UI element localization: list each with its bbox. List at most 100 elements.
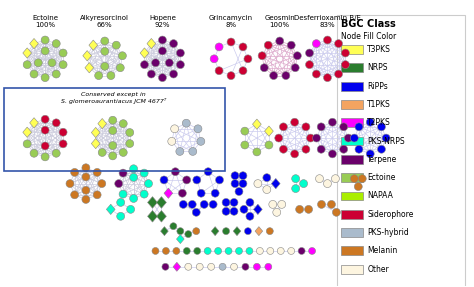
Circle shape [197,189,205,197]
Circle shape [312,40,320,48]
Circle shape [185,263,192,270]
Circle shape [129,195,137,202]
Text: PKS-NRPS: PKS-NRPS [367,137,405,146]
Circle shape [41,126,49,134]
Circle shape [183,247,190,254]
Circle shape [119,148,127,156]
Circle shape [239,180,247,188]
Circle shape [265,141,273,149]
Circle shape [254,180,262,188]
Circle shape [267,247,274,254]
Polygon shape [211,227,219,236]
Circle shape [204,247,211,254]
Circle shape [170,70,178,78]
Circle shape [219,263,226,270]
Circle shape [41,74,49,82]
Circle shape [168,137,176,145]
Circle shape [366,118,374,126]
Circle shape [277,247,284,254]
Circle shape [246,212,254,220]
Text: Grincamycin
8%: Grincamycin 8% [209,15,253,28]
Polygon shape [91,127,100,138]
Circle shape [140,190,148,198]
Circle shape [227,38,235,46]
Circle shape [245,228,251,234]
Polygon shape [23,127,32,137]
Circle shape [335,70,343,78]
Circle shape [317,145,325,153]
Circle shape [152,247,159,254]
Circle shape [171,125,179,133]
Circle shape [227,72,235,79]
Circle shape [116,64,124,72]
Bar [341,45,363,54]
Circle shape [112,41,120,49]
Circle shape [239,67,247,75]
Circle shape [230,263,237,270]
Circle shape [126,129,134,137]
Circle shape [196,263,203,270]
Circle shape [306,61,313,69]
Text: Conserved except in
S. glomeroaurantiacus JCM 4677ᵀ: Conserved except in S. glomeroaurantiacu… [61,92,166,104]
Circle shape [278,200,286,208]
Circle shape [366,150,374,158]
Circle shape [109,116,117,124]
Circle shape [170,223,177,230]
Circle shape [242,263,249,270]
Circle shape [264,41,272,49]
Circle shape [194,247,201,254]
Circle shape [341,49,349,57]
Circle shape [71,191,79,199]
Circle shape [59,140,67,148]
Circle shape [280,123,287,131]
Circle shape [244,55,252,63]
Circle shape [323,180,331,188]
Circle shape [269,200,277,208]
Circle shape [192,208,200,216]
Circle shape [309,247,316,254]
Circle shape [210,55,218,63]
Polygon shape [164,188,173,198]
Bar [341,137,363,146]
Bar [341,100,363,109]
Circle shape [93,191,101,199]
Circle shape [163,247,169,254]
Circle shape [358,175,366,183]
Polygon shape [23,48,32,58]
Circle shape [340,145,347,153]
Polygon shape [147,210,157,222]
Circle shape [41,153,49,161]
Circle shape [52,119,60,127]
Circle shape [152,59,160,67]
Circle shape [280,145,287,153]
Bar [341,155,363,164]
Circle shape [129,173,137,181]
Text: Geosmin
100%: Geosmin 100% [264,15,295,28]
Circle shape [204,168,212,176]
Circle shape [225,247,232,254]
Circle shape [66,180,74,188]
Circle shape [93,168,101,177]
Circle shape [323,74,331,82]
Polygon shape [91,138,100,149]
Circle shape [355,145,363,153]
Circle shape [282,72,290,79]
Circle shape [101,47,109,55]
Circle shape [127,205,135,213]
Polygon shape [254,204,262,214]
Circle shape [170,40,178,48]
Circle shape [291,150,299,158]
Circle shape [258,52,266,60]
Circle shape [117,199,125,206]
Polygon shape [233,227,241,236]
Circle shape [307,134,315,142]
Circle shape [41,47,49,55]
Bar [341,265,363,274]
Polygon shape [106,204,115,214]
Circle shape [119,190,127,198]
Circle shape [293,52,301,60]
Circle shape [298,247,305,254]
Circle shape [129,165,137,173]
Circle shape [209,200,217,208]
Circle shape [82,173,90,181]
